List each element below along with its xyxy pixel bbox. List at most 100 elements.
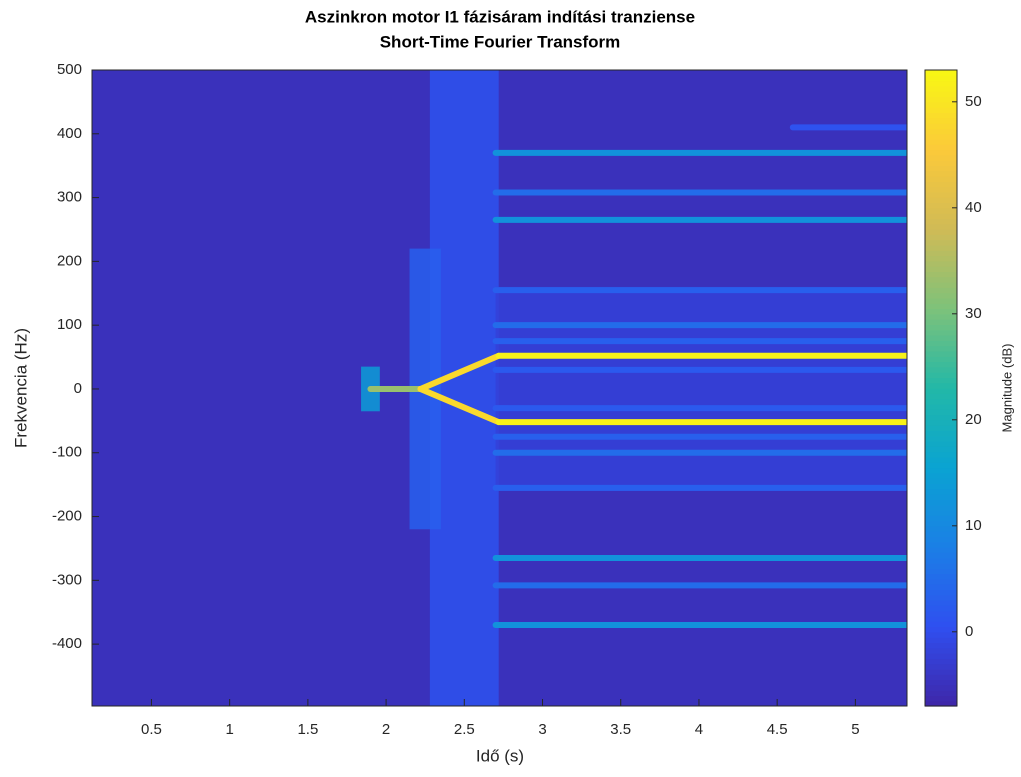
colorbar-cell: [925, 292, 957, 299]
colorbar-cell: [925, 573, 957, 580]
plot-area: [92, 70, 907, 706]
colorbar-cell: [925, 557, 957, 564]
colorbar-cell: [925, 340, 957, 347]
colorbar-cell: [925, 229, 957, 235]
colorbar-cell: [925, 133, 957, 140]
colorbar-cell: [925, 478, 957, 484]
colorbar-cell: [925, 403, 957, 410]
y-axis-label: Frekvencia (Hz): [11, 328, 30, 448]
colorbar-cell: [925, 345, 957, 352]
x-tick-label: 3.5: [610, 721, 631, 738]
colorbar-cell: [925, 329, 957, 336]
colorbar-cell: [925, 244, 957, 251]
colorbar-cell: [925, 584, 957, 590]
y-tick-label: 500: [57, 61, 82, 78]
colorbar-cell: [925, 313, 957, 320]
colorbar-cell: [925, 186, 957, 193]
colorbar-tick-label: 30: [965, 305, 982, 322]
colorbar-cell: [925, 594, 957, 601]
y-tick-label: 0: [74, 380, 82, 397]
colorbar-cell: [925, 101, 957, 108]
colorbar-cell: [925, 684, 957, 691]
x-tick-label: 5: [851, 721, 859, 738]
y-tick-label: 200: [57, 252, 82, 269]
colorbar-cell: [925, 451, 957, 458]
x-tick-label: 2.5: [454, 721, 475, 738]
colorbar-cell: [925, 170, 957, 177]
colorbar-cell: [925, 308, 957, 315]
x-tick-label: 1.5: [297, 721, 318, 738]
colorbar-cell: [925, 160, 957, 166]
colorbar-cell: [925, 350, 957, 357]
colorbar-cell: [925, 356, 957, 363]
x-tick-label: 3: [538, 721, 546, 738]
colorbar-cell: [925, 324, 957, 331]
colorbar-cell: [925, 456, 957, 463]
overlay: 0.5 1 1.5 2 2.5 3 3.5 4 4.5 5-400-300-200-1000100…: [52, 61, 982, 738]
colorbar-cell: [925, 621, 957, 628]
colorbar-cell: [925, 176, 957, 182]
colorbar-cell: [925, 679, 957, 686]
colorbar-tick-label: 10: [965, 517, 982, 534]
colorbar-cell: [925, 96, 957, 103]
colorbar-cell: [925, 653, 957, 659]
colorbar-cell: [925, 138, 957, 145]
colorbar-cell: [925, 425, 957, 431]
colorbar-cell: [925, 70, 957, 76]
colorbar-cell: [925, 128, 957, 135]
colorbar-cell: [925, 441, 957, 447]
colorbar-cell: [925, 255, 957, 262]
colorbar-cell: [925, 398, 957, 405]
colorbar-cell: [925, 388, 957, 394]
colorbar-cell: [925, 446, 957, 453]
spectral-line: [417, 352, 502, 392]
colorbar-cell: [925, 117, 957, 124]
colorbar-cell: [925, 80, 957, 87]
x-tick-label: 4.5: [767, 721, 788, 738]
colorbar-cell: [925, 568, 957, 575]
colorbar-cell: [925, 303, 957, 310]
colorbar-cell: [925, 547, 957, 553]
colorbar-tick-label: 0: [965, 623, 973, 640]
colorbar-cell: [925, 75, 957, 82]
colorbar-cell: [925, 541, 957, 548]
colorbar-cell: [925, 600, 957, 606]
colorbar-cell: [925, 207, 957, 214]
y-tick-label: 100: [57, 316, 82, 333]
colorbar-cell: [925, 377, 957, 384]
colorbar-cell: [925, 430, 957, 437]
colorbar-cell: [925, 605, 957, 612]
colorbar-cell: [925, 658, 957, 665]
chart-subtitle: Short-Time Fourier Transform: [380, 32, 621, 51]
colorbar-cell: [925, 276, 957, 283]
colorbar-cell: [925, 525, 957, 532]
colorbar-cell: [925, 123, 957, 129]
colorbar-cell: [925, 663, 957, 670]
colorbar-cell: [925, 149, 957, 156]
colorbar-cell: [925, 578, 957, 585]
colorbar-box: [924, 69, 958, 707]
colorbar-cell: [925, 610, 957, 617]
colorbar-cell: [925, 202, 957, 209]
spectral-line: [417, 385, 502, 426]
x-tick-label: 1: [225, 721, 233, 738]
x-tick-label: 4: [695, 721, 703, 738]
colorbar-cell: [925, 366, 957, 373]
colorbar-cell: [925, 488, 957, 495]
x-axis-label: Idő (s): [476, 746, 524, 765]
colorbar-cell: [925, 154, 957, 161]
colorbar-cell: [925, 435, 957, 442]
y-tick-label: -200: [52, 508, 82, 525]
colorbar-cell: [925, 695, 957, 702]
y-tick-label: -400: [52, 635, 82, 652]
colorbar-cell: [925, 260, 957, 267]
colorbar-cell: [925, 372, 957, 378]
colorbar-cell: [925, 494, 957, 500]
colorbar-cell: [925, 642, 957, 649]
colorbar-cell: [925, 287, 957, 294]
colorbar-cell: [925, 483, 957, 490]
colorbar-cell: [925, 165, 957, 172]
colorbar-cell: [925, 504, 957, 511]
colorbar-cell: [925, 218, 957, 225]
